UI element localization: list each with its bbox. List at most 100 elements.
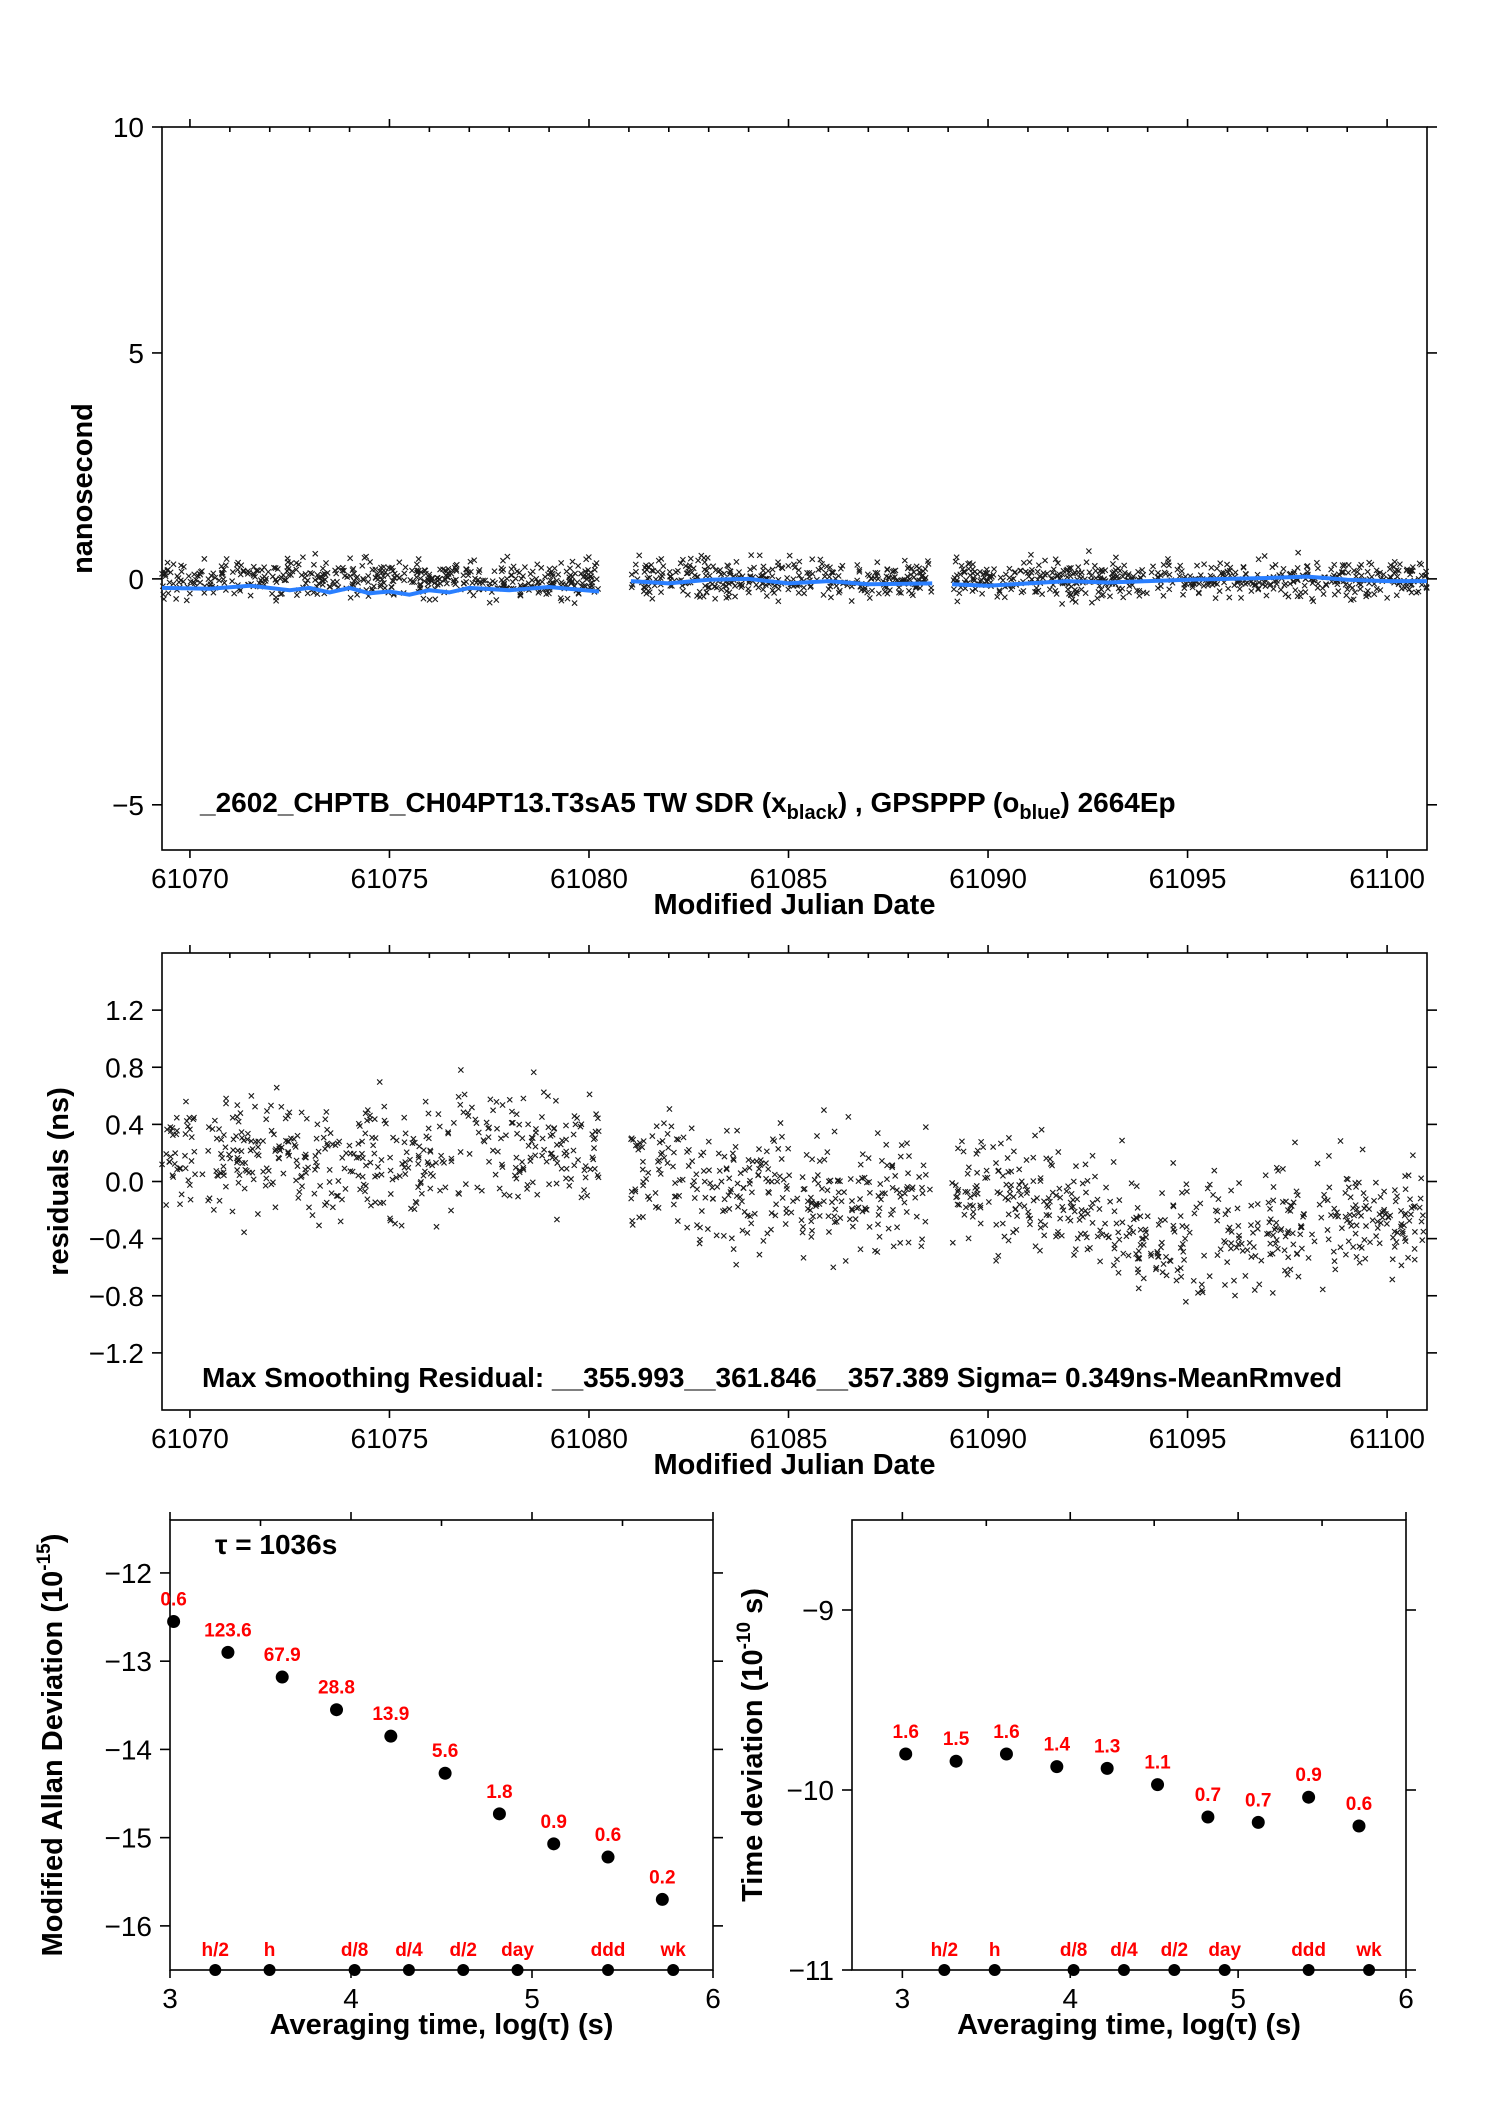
- panel-a-x-point: [658, 589, 665, 596]
- panel-b-x-point: [768, 1210, 775, 1217]
- panel-b-x-point: [918, 1243, 925, 1250]
- panel-b-x-point: [182, 1098, 189, 1105]
- panel-b-x-point: [1250, 1229, 1256, 1236]
- panel-a-x-point: [469, 580, 476, 587]
- panel-b-x-point: [323, 1108, 330, 1115]
- panel-b-x-point: [425, 1125, 432, 1132]
- panel-b-x-point: [665, 1144, 672, 1151]
- panel-b-x-point: [312, 1152, 319, 1159]
- panel-b-x-point: [1005, 1196, 1012, 1203]
- panel-b-ytick-label: −1.2: [89, 1338, 144, 1369]
- panel-a-x-point: [436, 576, 443, 583]
- panel-a-x-point: [833, 583, 840, 590]
- panel-b-x-point: [381, 1103, 388, 1110]
- panel-b-x-point: [229, 1208, 236, 1215]
- panel-b-x-point: [276, 1145, 283, 1152]
- panel-a-x-point: [475, 569, 482, 576]
- panel-b-x-point: [520, 1166, 527, 1173]
- panel-a-x-point: [712, 567, 719, 574]
- panel-b-x-point: [363, 1162, 369, 1169]
- panel-b-x-point: [853, 1205, 860, 1212]
- panel-a-x-point: [718, 571, 725, 578]
- panel-b-x-point: [1321, 1196, 1328, 1203]
- panel-b-x-point: [782, 1220, 789, 1227]
- panel-b-x-point: [423, 1133, 430, 1140]
- panel-a-x-point: [952, 558, 959, 565]
- panel-b-x-point: [381, 1117, 388, 1124]
- panel-a-x-point: [723, 588, 730, 595]
- panel-b-x-point: [786, 1172, 793, 1179]
- panel-b-x-point: [377, 1200, 384, 1207]
- panel-a-x-point: [1272, 561, 1279, 568]
- panel-a-x-point: [791, 564, 798, 571]
- panel-b-x-point: [926, 1186, 933, 1193]
- panel-b-x-point: [1266, 1219, 1273, 1226]
- panel-b-x-point: [824, 1187, 831, 1194]
- panel-b-x-point: [816, 1212, 823, 1219]
- panel-b-x-point: [1287, 1266, 1294, 1273]
- panel-a-x-point: [558, 559, 565, 566]
- panel-a-x-point: [705, 584, 712, 591]
- panel-b-x-point: [882, 1190, 889, 1197]
- panel-a-x-point: [388, 583, 395, 590]
- panel-a-x-point: [835, 589, 842, 596]
- panel-a-x-point: [401, 577, 408, 584]
- panel-b-x-point: [749, 1158, 756, 1165]
- panel-a-x-point: [335, 565, 342, 572]
- panel-b-x-point: [776, 1173, 783, 1180]
- panel-b-x-point: [401, 1114, 408, 1121]
- panel-b-x-point: [1345, 1184, 1352, 1191]
- panel-a-x-point: [173, 595, 180, 602]
- panel-a-x-point: [347, 573, 354, 580]
- panel-a-x-point: [302, 580, 309, 587]
- panel-b-x-point: [705, 1138, 712, 1145]
- panel-b-x-point: [1072, 1163, 1079, 1170]
- panel-a-x-point: [971, 577, 978, 584]
- panel-b-x-point: [312, 1166, 318, 1173]
- panel-b-x-point: [1186, 1229, 1193, 1236]
- panel-a-x-point: [922, 565, 929, 572]
- panel-a-x-point: [440, 566, 447, 573]
- panel-a-x-point: [649, 595, 656, 602]
- panel-b-x-point: [741, 1167, 748, 1173]
- panel-a-x-point: [1351, 567, 1357, 574]
- panel-b-x-point: [746, 1164, 753, 1171]
- panel-a-x-point: [1297, 593, 1304, 600]
- panel-a-x-point: [1201, 561, 1208, 568]
- panel-b-ytick-label: 0.4: [105, 1109, 144, 1140]
- panel-b-x-point: [186, 1126, 193, 1133]
- panel-a-x-point: [1067, 591, 1074, 598]
- panel-b-x-point: [896, 1189, 903, 1196]
- panel-a-x-point: [326, 583, 333, 590]
- panel-b-xtick-label: 61075: [351, 1423, 429, 1454]
- panel-a-x-point: [165, 566, 172, 573]
- panel-a-x-point: [277, 575, 284, 582]
- panel-b-x-point: [516, 1169, 523, 1176]
- panel-b-x-point: [205, 1197, 212, 1204]
- panel-b-x-point: [1267, 1240, 1274, 1247]
- panel-b-x-point: [892, 1172, 899, 1179]
- panel-b-x-point: [546, 1181, 553, 1188]
- panel-a-x-point: [907, 571, 914, 578]
- panel-b-x-point: [418, 1190, 425, 1197]
- panel-b-x-point: [1335, 1213, 1342, 1220]
- panel-a-x-point: [312, 550, 319, 557]
- panel-a-x-point: [1416, 560, 1423, 567]
- panel-b-x-point: [269, 1179, 276, 1186]
- panel-a-x-point: [453, 567, 460, 574]
- panel-a-x-point: [262, 577, 269, 584]
- panel-b-x-point: [169, 1172, 176, 1179]
- panel-a-x-point: [897, 589, 904, 596]
- panel-a-x-point: [566, 577, 573, 583]
- panel-b-x-point: [908, 1186, 915, 1193]
- panel-b-x-point: [1153, 1264, 1160, 1271]
- panel-b-x-point: [1127, 1224, 1134, 1231]
- panel-a-x-point: [848, 598, 855, 605]
- panel-a-x-point: [771, 582, 778, 589]
- panel-b-x-point: [520, 1095, 527, 1102]
- panel-b-x-point: [1143, 1234, 1149, 1241]
- panel-b-x-point: [814, 1172, 821, 1179]
- panel-b-x-point: [442, 1184, 449, 1191]
- panel-b-x-point: [769, 1136, 776, 1143]
- panel-b-x-point: [570, 1131, 577, 1138]
